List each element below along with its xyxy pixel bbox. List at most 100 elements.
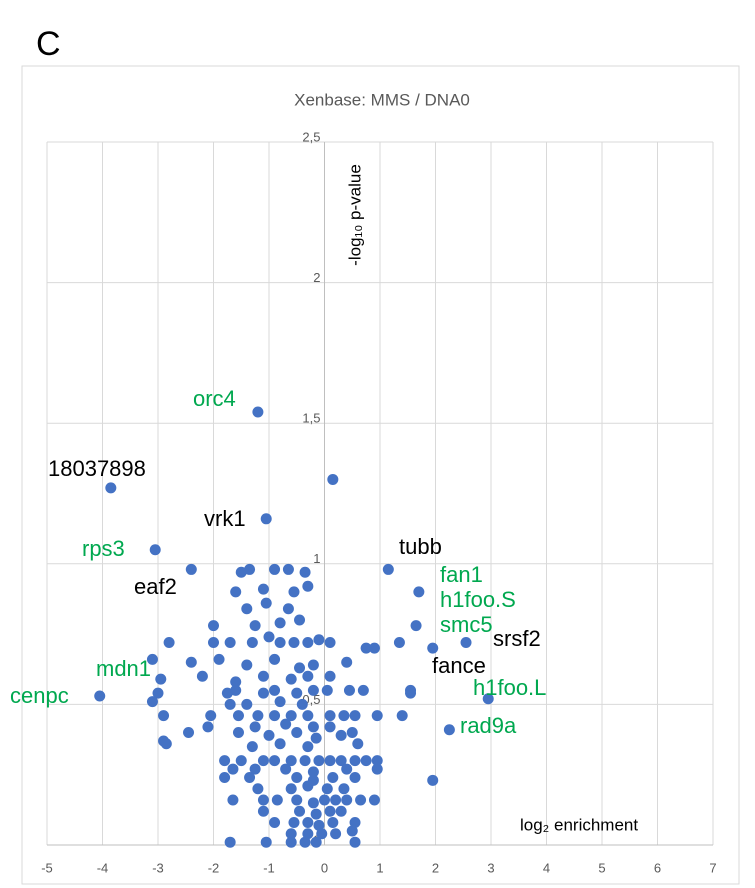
data-point [310, 808, 322, 820]
data-point [260, 836, 272, 848]
data-point [269, 755, 281, 767]
data-point [269, 684, 281, 696]
data-point [324, 710, 336, 722]
point-annotation: orc4 [193, 386, 236, 411]
data-point [257, 805, 269, 817]
data-point [241, 659, 253, 671]
data-point [294, 805, 306, 817]
chart-title: Xenbase: MMS / DNA0 [294, 90, 470, 109]
data-point [321, 783, 333, 795]
data-point [330, 828, 342, 840]
data-point [349, 772, 361, 784]
data-point [269, 817, 281, 829]
data-point [219, 755, 231, 767]
point-annotation: mdn1 [96, 656, 151, 681]
data-point [260, 597, 272, 609]
data-point [313, 634, 325, 646]
data-point [330, 794, 342, 806]
point-annotation: 18037898 [48, 456, 146, 481]
x-tick-label: -4 [97, 860, 109, 875]
data-point [327, 817, 339, 829]
data-point [244, 563, 256, 575]
data-point [257, 794, 269, 806]
data-point [282, 603, 294, 615]
data-point [324, 670, 336, 682]
data-point [460, 637, 472, 649]
data-point [263, 729, 275, 741]
chart-frame [21, 65, 740, 885]
data-point [230, 676, 242, 688]
data-point [205, 710, 217, 722]
data-point [227, 794, 239, 806]
data-point [230, 586, 242, 598]
y-tick-label: 1,5 [302, 411, 320, 426]
data-point [307, 721, 319, 733]
data-point [302, 670, 314, 682]
x-tick-label: -5 [41, 860, 53, 875]
data-point [224, 698, 236, 710]
data-point [196, 670, 208, 682]
data-point [274, 637, 286, 649]
x-tick-label: 6 [654, 860, 661, 875]
data-point [346, 825, 358, 837]
data-point [360, 755, 372, 767]
data-point [269, 710, 281, 722]
data-point [299, 755, 311, 767]
data-point [349, 817, 361, 829]
data-point [291, 687, 303, 699]
data-point [185, 656, 197, 668]
data-point [349, 836, 361, 848]
axes: -5-4-3-2-10123456700,511,522,5 [41, 129, 716, 875]
points [94, 406, 494, 848]
data-point [163, 637, 175, 649]
data-point [235, 566, 247, 578]
data-point [324, 721, 336, 733]
data-point [158, 735, 170, 747]
data-point [105, 482, 117, 494]
data-point [338, 710, 350, 722]
data-point [241, 698, 253, 710]
data-point [291, 727, 303, 739]
data-point [260, 513, 272, 525]
y-tick-label: 2 [313, 270, 320, 285]
data-point [302, 580, 314, 592]
data-point [249, 763, 261, 775]
data-point [224, 836, 236, 848]
point-annotation: fance [432, 653, 486, 678]
data-point [149, 544, 161, 556]
y-tick-label: 1 [313, 551, 320, 566]
data-point [324, 755, 336, 767]
data-point [294, 614, 306, 626]
data-point [405, 687, 417, 699]
data-point [288, 586, 300, 598]
point-annotation: rps3 [82, 536, 125, 561]
data-point [146, 653, 158, 665]
data-point [246, 637, 258, 649]
data-point [302, 637, 314, 649]
data-point [346, 727, 358, 739]
point-annotation: tubb [399, 534, 442, 559]
data-point [235, 755, 247, 767]
data-point [208, 637, 219, 649]
data-point [257, 670, 269, 682]
data-point [249, 620, 261, 632]
point-annotation: smc5 [440, 612, 493, 637]
data-point [280, 763, 292, 775]
data-point [269, 653, 281, 665]
data-point [335, 755, 347, 767]
x-tick-label: 7 [709, 860, 716, 875]
data-point [341, 656, 353, 668]
data-point [302, 710, 314, 722]
panel-label: C [36, 25, 61, 63]
data-point [296, 698, 308, 710]
data-point [349, 710, 361, 722]
data-point [257, 687, 269, 699]
data-point [285, 673, 297, 685]
data-point [482, 693, 494, 705]
data-point [252, 406, 264, 418]
data-point [313, 755, 325, 767]
data-point [410, 620, 422, 632]
data-point [327, 772, 339, 784]
data-point [307, 659, 319, 671]
